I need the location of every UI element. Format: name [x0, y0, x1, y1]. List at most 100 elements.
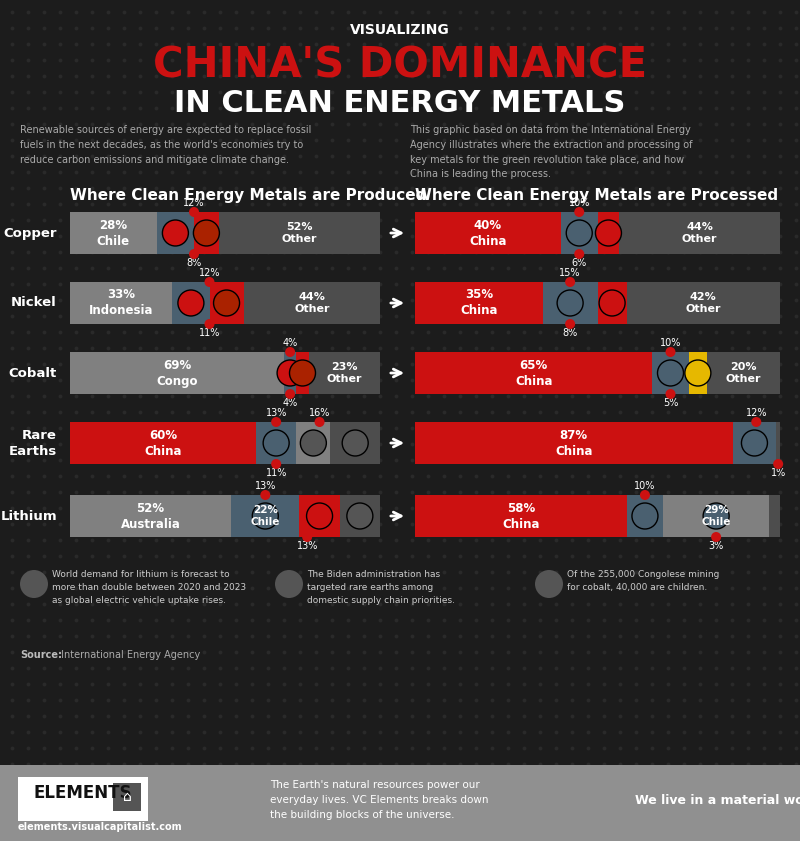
Text: 3%: 3%	[709, 541, 724, 551]
Circle shape	[285, 389, 295, 399]
Bar	[296, 352, 309, 394]
Circle shape	[189, 249, 199, 259]
Circle shape	[271, 459, 281, 469]
Bar	[243, 282, 380, 324]
Text: 33%
Indonesia: 33% Indonesia	[89, 288, 154, 318]
Circle shape	[194, 220, 219, 246]
Bar	[194, 212, 219, 254]
Text: ⌂: ⌂	[122, 790, 131, 804]
Bar	[70, 352, 284, 394]
Text: 10%: 10%	[569, 198, 590, 208]
Text: 12%: 12%	[198, 268, 220, 278]
Circle shape	[640, 490, 650, 500]
Circle shape	[300, 430, 326, 456]
Circle shape	[285, 347, 295, 357]
Bar	[210, 282, 243, 324]
Text: We live in a material world.: We live in a material world.	[635, 794, 800, 807]
Circle shape	[666, 347, 675, 357]
Text: 35%
China: 35% China	[460, 288, 498, 318]
Text: 40%
China: 40% China	[470, 219, 506, 247]
Text: 8%: 8%	[562, 328, 578, 338]
Circle shape	[711, 532, 721, 542]
Circle shape	[666, 389, 675, 399]
Bar	[70, 422, 380, 464]
Bar	[542, 282, 598, 324]
Text: 16%: 16%	[309, 408, 330, 418]
Text: 11%: 11%	[266, 468, 287, 478]
Text: Lithium: Lithium	[0, 510, 57, 522]
Text: 10%: 10%	[634, 481, 656, 491]
Bar	[70, 495, 231, 537]
Bar	[415, 282, 542, 324]
Text: 58%
China: 58% China	[502, 501, 539, 531]
Circle shape	[205, 277, 214, 287]
Bar	[415, 212, 561, 254]
Bar	[619, 212, 780, 254]
Bar	[70, 212, 380, 254]
Text: Nickel: Nickel	[11, 297, 57, 309]
Bar	[415, 212, 780, 254]
Text: 69%
Congo: 69% Congo	[156, 358, 198, 388]
Text: Source:: Source:	[20, 650, 62, 660]
Circle shape	[347, 503, 373, 529]
Bar	[561, 212, 598, 254]
Bar	[113, 783, 141, 811]
Text: 44%
Other: 44% Other	[294, 292, 330, 315]
Text: 60%
China: 60% China	[144, 429, 182, 458]
Text: ELEMENTS: ELEMENTS	[34, 784, 132, 802]
Circle shape	[263, 430, 289, 456]
Text: International Energy Agency: International Energy Agency	[58, 650, 200, 660]
Circle shape	[565, 319, 575, 329]
Circle shape	[189, 207, 199, 217]
Circle shape	[685, 360, 711, 386]
Bar	[70, 282, 380, 324]
Bar	[776, 422, 780, 464]
Bar	[157, 212, 194, 254]
Text: 28%
Chile: 28% Chile	[97, 219, 130, 247]
Text: 15%: 15%	[559, 268, 581, 278]
Circle shape	[342, 430, 368, 456]
Circle shape	[599, 290, 625, 316]
Text: 5%: 5%	[663, 398, 678, 408]
Bar	[70, 352, 380, 394]
Text: VISUALIZING: VISUALIZING	[350, 23, 450, 37]
Circle shape	[574, 249, 584, 259]
Text: CHINA'S DOMINANCE: CHINA'S DOMINANCE	[153, 44, 647, 86]
Bar	[626, 495, 663, 537]
Circle shape	[20, 570, 48, 598]
Circle shape	[162, 220, 189, 246]
Bar	[340, 495, 380, 537]
Circle shape	[565, 277, 575, 287]
Text: 52%
Other: 52% Other	[282, 222, 317, 244]
Bar	[0, 765, 800, 841]
Bar	[769, 495, 780, 537]
Text: elements.visualcapitalist.com: elements.visualcapitalist.com	[18, 822, 182, 832]
Text: 6%: 6%	[572, 258, 587, 268]
Circle shape	[306, 503, 333, 529]
Circle shape	[742, 430, 767, 456]
Bar	[299, 495, 340, 537]
Bar	[415, 352, 780, 394]
Circle shape	[632, 503, 658, 529]
Text: 4%: 4%	[282, 398, 298, 408]
Text: World demand for lithium is forecast to
more than double between 2020 and 2023
a: World demand for lithium is forecast to …	[52, 570, 246, 606]
Bar	[652, 352, 689, 394]
Text: 44%
Other: 44% Other	[682, 222, 718, 244]
Circle shape	[290, 360, 315, 386]
Text: 87%
China: 87% China	[555, 429, 593, 458]
Circle shape	[260, 490, 270, 500]
Bar	[70, 282, 172, 324]
Text: Of the 255,000 Congolese mining
for cobalt, 40,000 are children.: Of the 255,000 Congolese mining for coba…	[567, 570, 719, 592]
Text: 22%
Chile: 22% Chile	[250, 505, 280, 527]
Bar	[18, 777, 148, 821]
Text: 8%: 8%	[186, 258, 202, 268]
Circle shape	[271, 417, 281, 427]
Text: Renewable sources of energy are expected to replace fossil
fuels in the next dec: Renewable sources of energy are expected…	[20, 125, 311, 165]
Text: This graphic based on data from the International Energy
Agency illustrates wher: This graphic based on data from the Inte…	[410, 125, 693, 179]
Text: 42%
Other: 42% Other	[686, 292, 721, 315]
Bar	[707, 352, 780, 394]
Circle shape	[658, 360, 683, 386]
Circle shape	[773, 459, 783, 469]
Circle shape	[535, 570, 563, 598]
Bar	[70, 495, 380, 537]
